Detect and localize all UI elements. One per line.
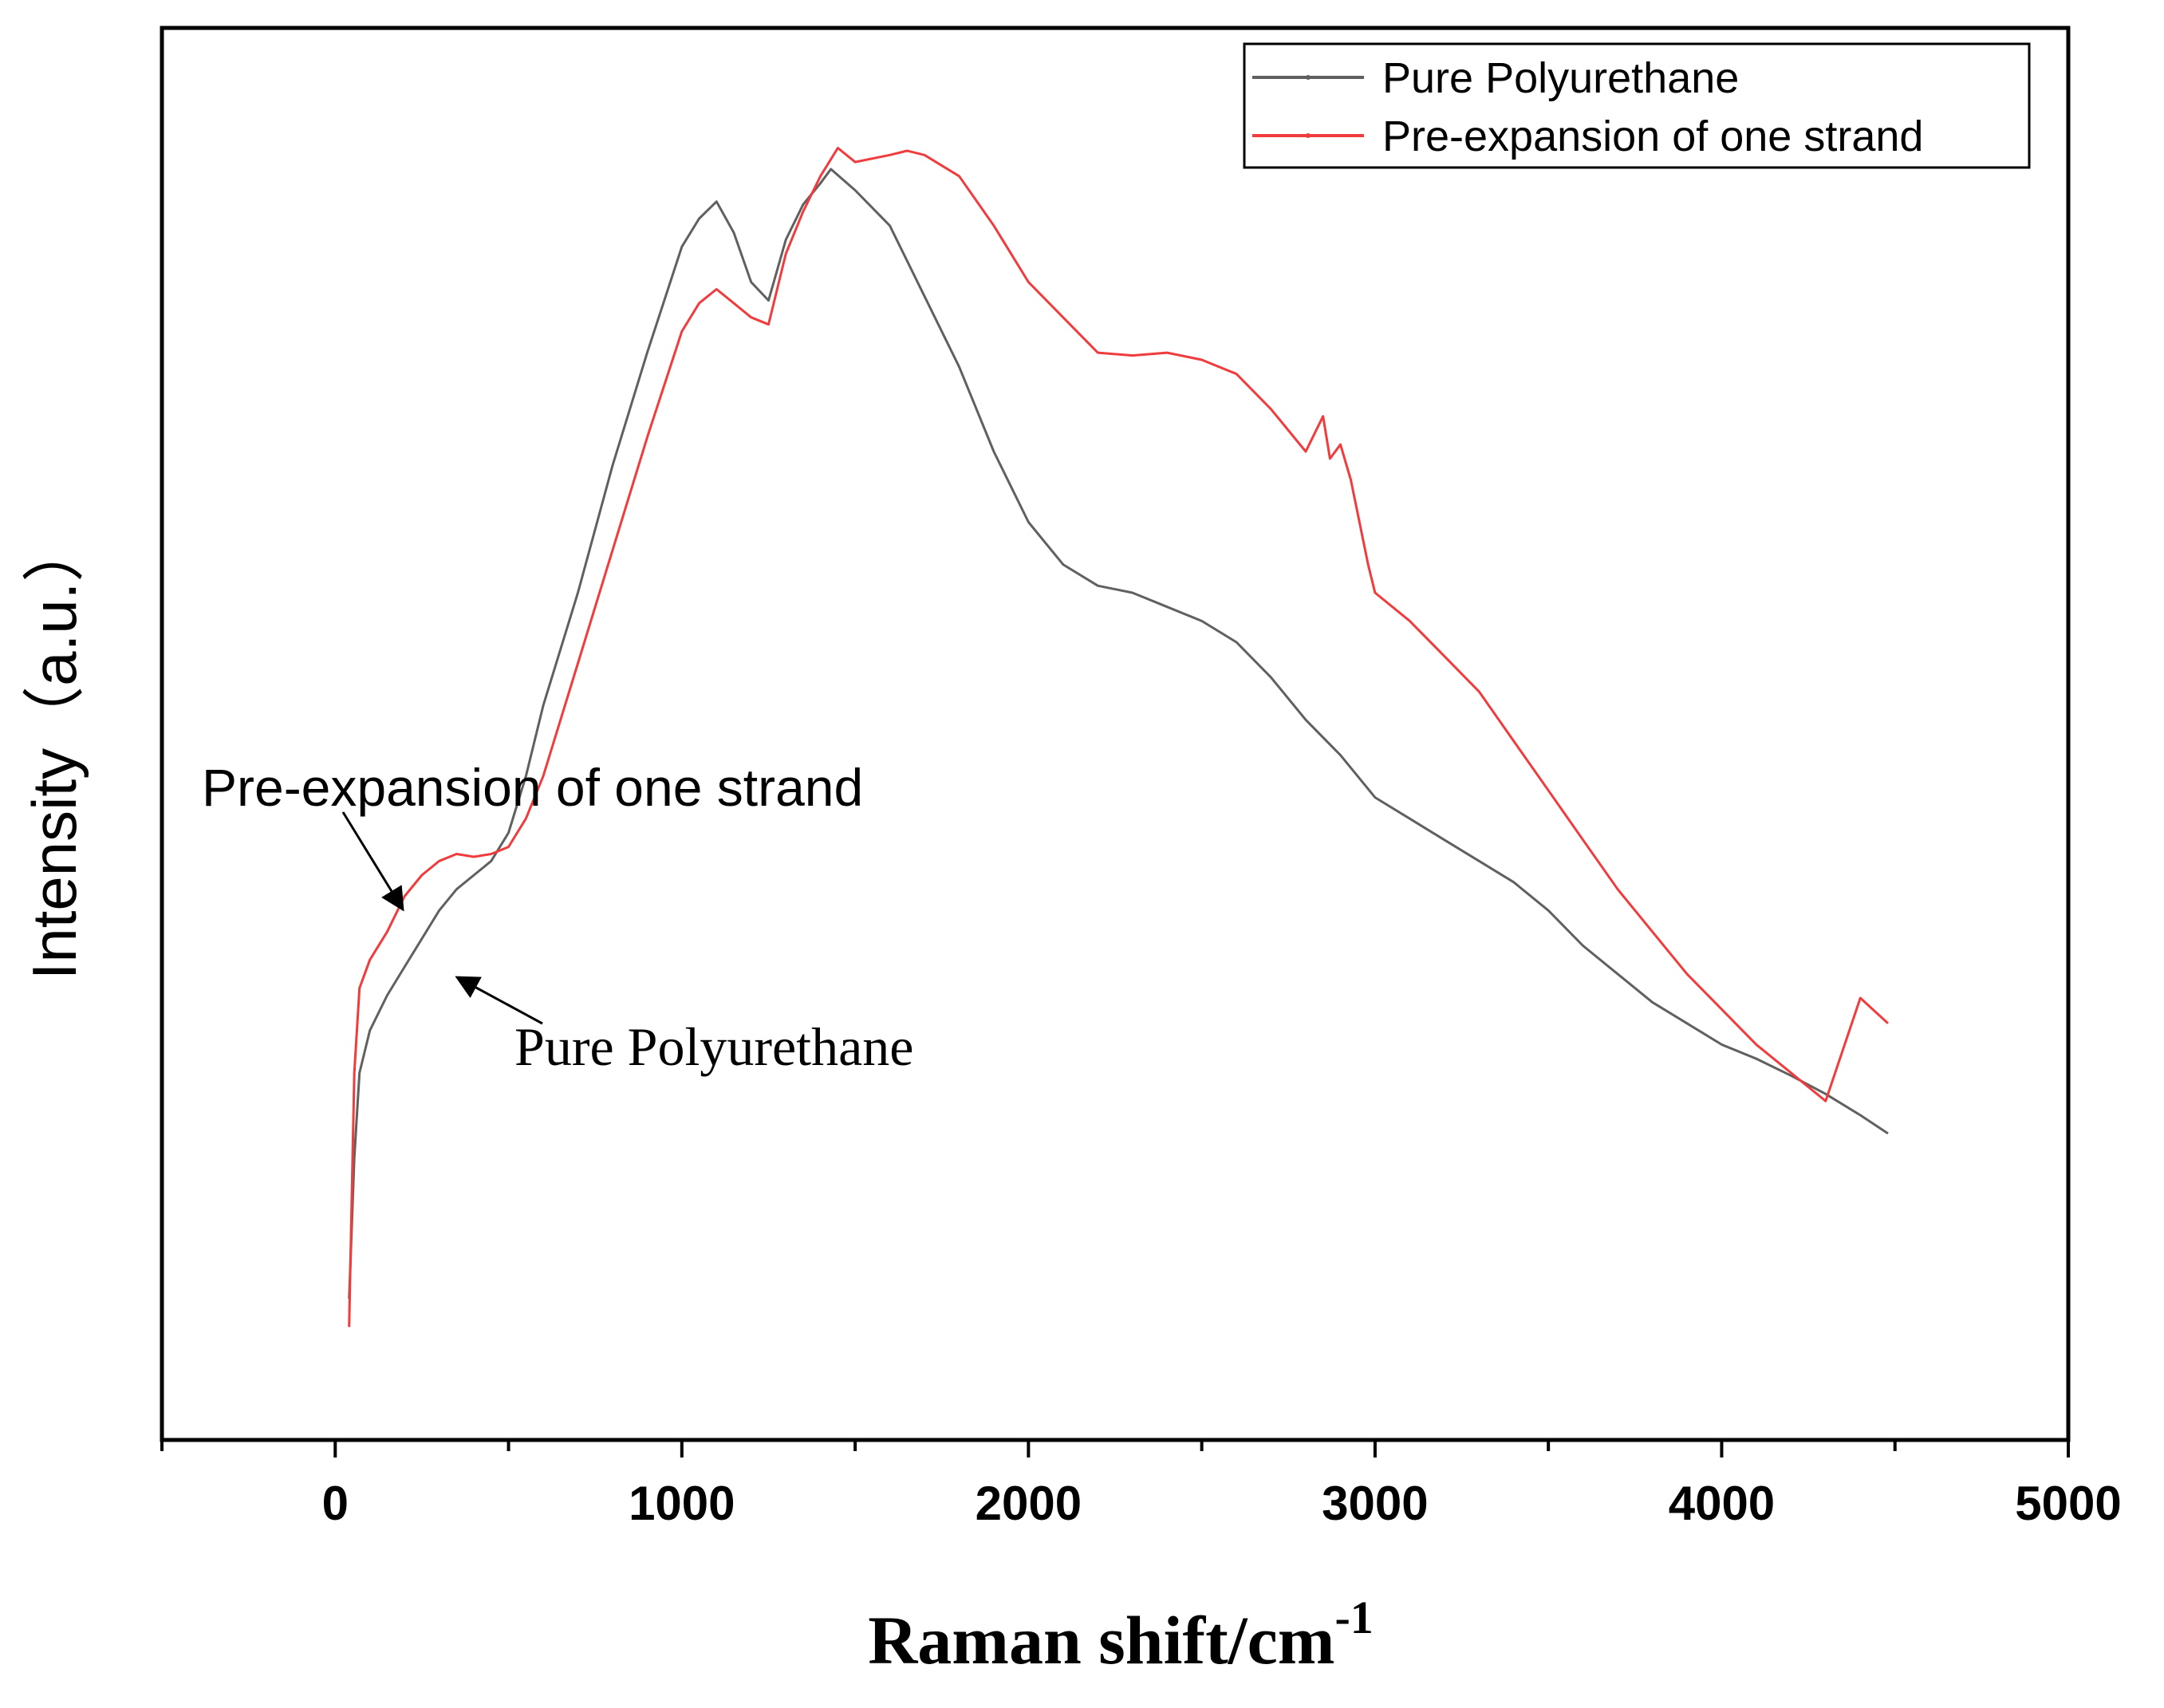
x-tick-label-1000: 1000 xyxy=(629,1477,735,1530)
x-tick-label-3000: 3000 xyxy=(1322,1477,1428,1530)
plot-frame xyxy=(160,26,2071,1442)
annotations: Pre-expansion of one strand Pure Polyure… xyxy=(202,758,913,1077)
legend-marker-pure-polyurethane xyxy=(1306,75,1311,80)
legend-label-pre-expansion: Pre-expansion of one strand xyxy=(1382,112,1923,160)
annotation-pre-expansion: Pre-expansion of one strand xyxy=(202,758,863,817)
y-axis-label: Intensity（a.u.） xyxy=(19,520,89,980)
x-tick-label-4000: 4000 xyxy=(1669,1477,1775,1530)
x-tick-label-2000: 2000 xyxy=(976,1477,1082,1530)
series-line-pre-expansion xyxy=(348,147,1890,1327)
legend-marker-pre-expansion xyxy=(1306,133,1311,138)
series-line-pure-polyurethane xyxy=(348,168,1889,1300)
annotation-arrow-pre-expansion xyxy=(341,811,404,912)
x-tick-label-0: 0 xyxy=(322,1477,349,1530)
series-layer xyxy=(348,147,1890,1327)
legend: Pure Polyurethane Pre-expansion of one s… xyxy=(1243,42,2031,169)
legend-label-pure-polyurethane: Pure Polyurethane xyxy=(1382,54,1739,102)
legend-box xyxy=(1243,42,2031,169)
x-axis-label: Raman shift/cm-1 xyxy=(868,1592,1374,1678)
x-axis-label-superscript: -1 xyxy=(1334,1592,1373,1643)
x-axis-label-main: Raman shift/cm xyxy=(868,1602,1334,1678)
x-tick-label-5000: 5000 xyxy=(2015,1477,2121,1530)
x-axis-ticks: 0 1000 2000 3000 4000 5000 xyxy=(160,1440,2122,1530)
annotation-arrow-pure-polyurethane xyxy=(455,976,543,1025)
annotation-pure-polyurethane: Pure Polyurethane xyxy=(514,1016,913,1077)
